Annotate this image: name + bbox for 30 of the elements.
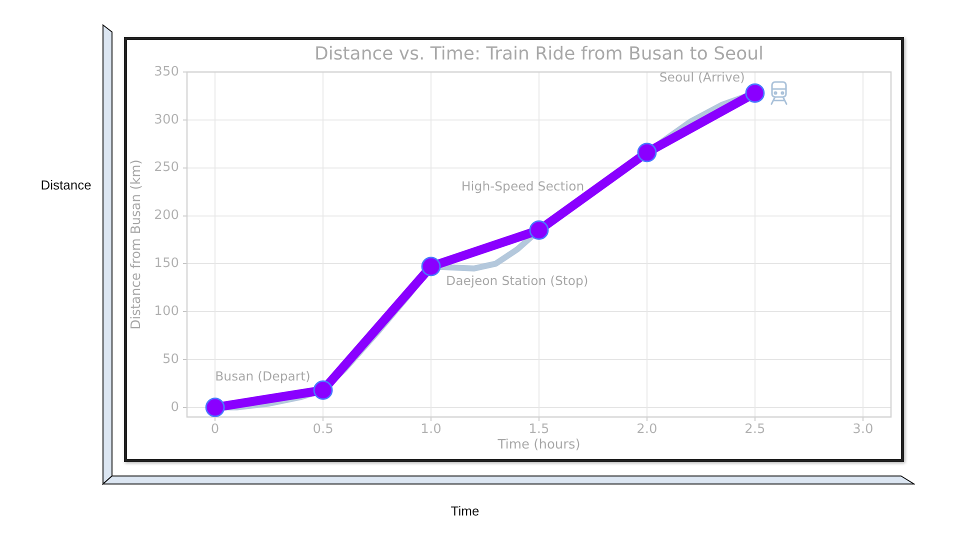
y-tick-label: 150 bbox=[154, 256, 179, 272]
y-tick-label: 100 bbox=[154, 304, 179, 319]
point bbox=[637, 142, 657, 162]
y-tick-label: 0 bbox=[170, 400, 179, 415]
x-tick-label: 1.5 bbox=[528, 422, 550, 438]
annotation: Seoul (Arrive) bbox=[659, 69, 745, 84]
text: Distance bbox=[40, 178, 92, 193]
x-tick-label: 2.0 bbox=[636, 422, 658, 438]
text: Time bbox=[450, 504, 480, 519]
point bbox=[421, 256, 441, 276]
x-tick-label: 1.0 bbox=[420, 422, 442, 438]
annotation: Busan (Depart) bbox=[215, 368, 310, 384]
point bbox=[205, 398, 225, 417]
x-tick-label: 0.5 bbox=[312, 422, 334, 438]
y-tick-label: 50 bbox=[162, 352, 179, 367]
x-tick-label: 3.0 bbox=[852, 422, 874, 438]
x-tick-label: 0 bbox=[210, 422, 220, 438]
y-axis-title: Distance from Busan (km) bbox=[129, 160, 144, 330]
point bbox=[529, 220, 549, 240]
point bbox=[313, 380, 333, 400]
x-tick-label: 2.5 bbox=[744, 422, 766, 438]
y-tick-label: 300 bbox=[154, 112, 179, 128]
y-tick-label: 350 bbox=[154, 64, 179, 80]
y-tick-label: 250 bbox=[154, 160, 179, 176]
annotation: High-Speed Section bbox=[461, 178, 584, 194]
chart-title: Distance vs. Time: Train Ride from Busan to Seoul bbox=[314, 44, 764, 65]
annotation: Daejeon Station (Stop) bbox=[446, 272, 588, 288]
x-axis-title: Time (hours) bbox=[496, 438, 580, 453]
point bbox=[745, 83, 765, 103]
y-tick-label: 200 bbox=[154, 208, 179, 224]
